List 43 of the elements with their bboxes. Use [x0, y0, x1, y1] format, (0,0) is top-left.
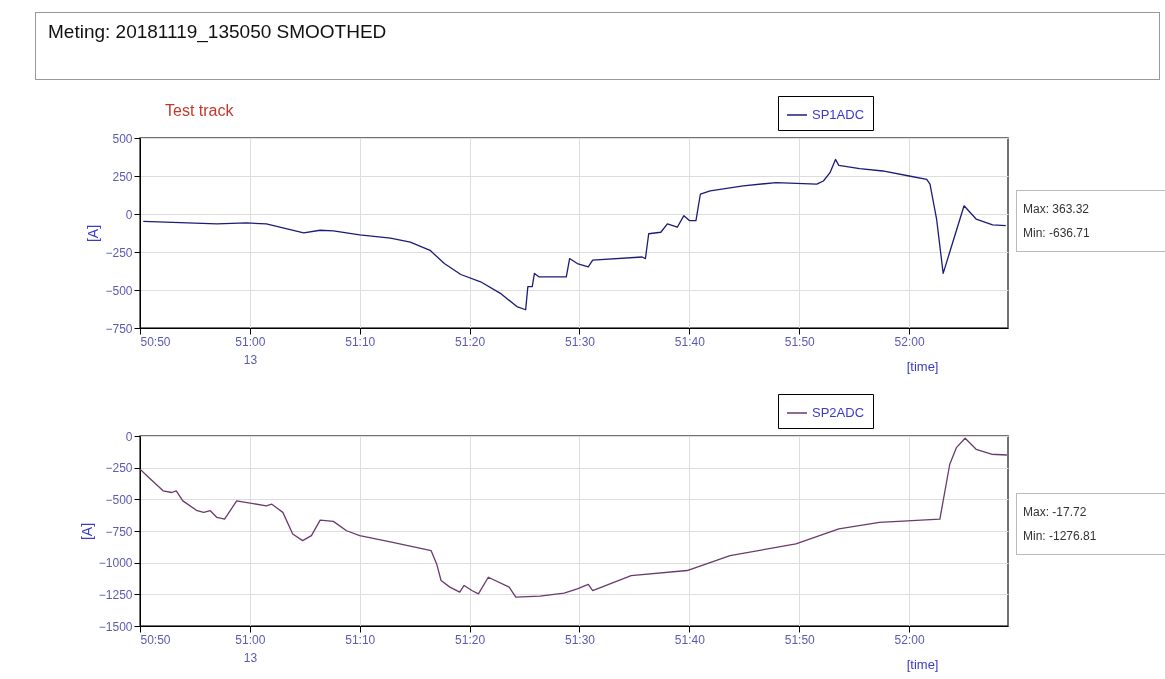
y-tick-label: −500: [105, 492, 133, 507]
x-tick-label: 51:30: [564, 334, 596, 349]
text: Min: -636.71: [1023, 225, 1091, 242]
y-tick-label: −250: [105, 245, 133, 260]
text: Max: -17.72: [1023, 504, 1088, 521]
y-tick-label: −1250: [98, 587, 133, 602]
y-tick-label: −1500: [98, 619, 133, 634]
x-axis-title: [time]: [906, 358, 939, 374]
x-tick-label: 50:50: [140, 632, 171, 647]
x-tick-label: 51:30: [564, 632, 596, 647]
x-tick-label: 52:00: [894, 334, 925, 349]
y-tick-label: 250: [112, 169, 133, 184]
y-tick-label: −500: [105, 283, 133, 298]
y-tick-label: −1000: [98, 556, 133, 571]
x-tick-label: 51:50: [784, 334, 816, 349]
text: Min: -1276.81: [1023, 528, 1098, 545]
x-tick-label: 50:50: [140, 334, 171, 349]
y-tick-label: −250: [105, 461, 133, 476]
y-tick-label: 500: [112, 131, 133, 146]
x-axis-title: [time]: [906, 656, 939, 672]
x-tick-label: 51:00 13: [235, 632, 266, 665]
y-tick-label: −750: [105, 524, 133, 539]
legend-label: SP1ADC: [812, 107, 865, 122]
x-tick-label: 51:10: [345, 632, 376, 647]
y-axis-title: [A]: [85, 224, 102, 243]
x-tick-label: 51:40: [674, 632, 706, 647]
y-tick-label: 0: [125, 429, 133, 444]
x-tick-label: 51:10: [345, 334, 376, 349]
x-tick-label: 51:00 13: [235, 334, 266, 367]
chart-title: Meting: 20181119_135050 SMOOTHED: [35, 12, 1160, 80]
y-tick-label: −750: [105, 321, 133, 336]
x-tick-label: 51:40: [674, 334, 706, 349]
legend-label: SP2ADC: [812, 405, 865, 420]
y-tick-label: 0: [125, 207, 133, 222]
x-tick-label: 51:50: [784, 632, 816, 647]
chart-subtitle: Test track: [165, 102, 234, 120]
x-tick-label: 51:20: [455, 334, 486, 349]
line-series: [140, 437, 1008, 598]
x-tick-label: 52:00: [894, 632, 925, 647]
line-series: [142, 158, 1007, 311]
x-tick-label: 51:20: [455, 632, 486, 647]
text: Max: 363.32: [1023, 201, 1091, 218]
y-axis-title: [A]: [78, 522, 95, 541]
